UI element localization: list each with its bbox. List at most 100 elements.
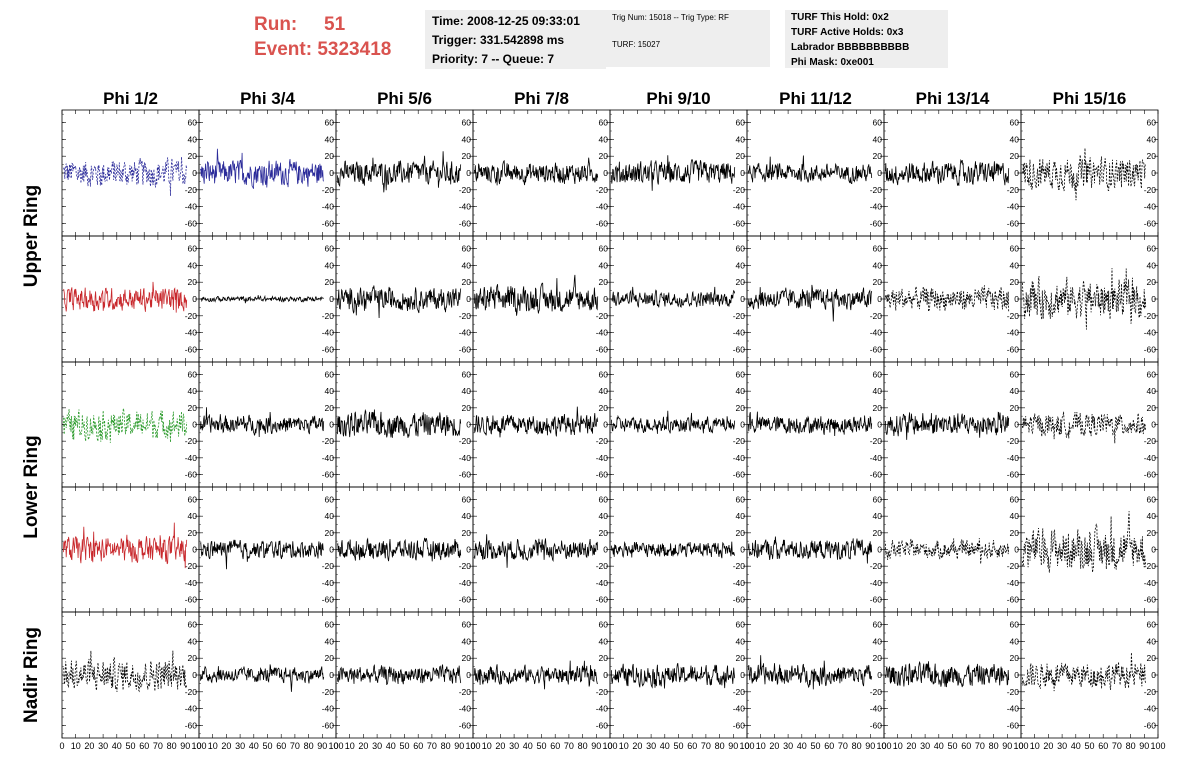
y-tick-label: -40 — [459, 328, 472, 338]
y-tick-label: 0 — [1014, 545, 1019, 555]
y-tick-label: -20 — [596, 436, 609, 446]
x-tick-label: 60 — [276, 741, 286, 751]
panel-frame — [1020, 611, 1159, 739]
y-tick-label: 40 — [1147, 260, 1157, 270]
x-tick-label: 80 — [167, 741, 177, 751]
waveform-trace — [63, 522, 188, 569]
y-tick-label: 0 — [192, 545, 197, 555]
y-tick-label: 20 — [188, 277, 198, 287]
y-tick-label: 60 — [873, 620, 883, 630]
y-tick-label: 0 — [329, 420, 334, 430]
y-tick-label: -60 — [870, 470, 883, 480]
y-tick-label: 60 — [1147, 495, 1157, 505]
column-header: Phi 3/4 — [240, 89, 295, 108]
y-tick-label: 60 — [1147, 244, 1157, 254]
y-tick-label: 20 — [325, 653, 335, 663]
y-tick-label: -20 — [459, 311, 472, 321]
x-tick-label: 100 — [1150, 741, 1165, 751]
y-tick-label: 0 — [1151, 294, 1156, 304]
y-tick-label: -60 — [596, 720, 609, 730]
x-tick-label: 60 — [1098, 741, 1108, 751]
run-label: Run: — [254, 14, 298, 35]
waveform-trace — [611, 541, 736, 559]
trig-num-box: Trig Num: 15018 -- Trig Type: RF TURF: 1… — [605, 10, 770, 67]
x-tick-label: 90 — [180, 741, 190, 751]
x-tick-label: 30 — [98, 741, 108, 751]
y-tick-label: -20 — [322, 561, 335, 571]
waveform-trace — [611, 155, 736, 191]
x-tick-label: 40 — [386, 741, 396, 751]
y-tick-label: -60 — [185, 470, 198, 480]
y-tick-label: 0 — [192, 294, 197, 304]
column-header: Phi 15/16 — [1053, 89, 1127, 108]
y-tick-label: -40 — [185, 578, 198, 588]
y-tick-label: 0 — [1151, 420, 1156, 430]
y-tick-label: 0 — [1014, 420, 1019, 430]
y-tick-label: -20 — [1144, 561, 1157, 571]
panel-frame — [335, 235, 474, 363]
waveform-trace — [885, 660, 1010, 688]
y-tick-label: 60 — [188, 495, 198, 505]
y-tick-label: -20 — [596, 687, 609, 697]
y-tick-label: 0 — [466, 545, 471, 555]
y-tick-label: -60 — [459, 344, 472, 354]
column-header: Phi 7/8 — [514, 89, 569, 108]
column-header: Phi 11/12 — [779, 89, 852, 108]
x-tick-label: 10 — [756, 741, 766, 751]
x-tick-label: 70 — [153, 741, 163, 751]
x-tick-label: 50 — [810, 741, 820, 751]
waveform-trace — [748, 655, 873, 690]
y-tick-label: 20 — [1147, 151, 1157, 161]
y-tick-label: 40 — [462, 134, 472, 144]
y-tick-label: 40 — [462, 386, 472, 396]
y-tick-label: 60 — [599, 620, 609, 630]
turf-hold-line: TURF This Hold: 0x2 — [791, 12, 889, 23]
y-tick-label: -60 — [733, 720, 746, 730]
y-tick-label: -60 — [185, 218, 198, 228]
y-tick-label: -40 — [1007, 453, 1020, 463]
x-tick-label: 0 — [1018, 741, 1023, 751]
y-tick-label: 20 — [736, 653, 746, 663]
y-tick-label: -40 — [459, 578, 472, 588]
waveform-trace — [474, 274, 599, 316]
y-tick-label: 40 — [188, 636, 198, 646]
panel-frame — [198, 109, 337, 237]
event-value: 5323418 — [317, 39, 392, 60]
waveform-trace — [1022, 148, 1146, 201]
y-tick-label: 40 — [736, 636, 746, 646]
y-tick-label: 40 — [462, 511, 472, 521]
y-tick-label: 20 — [1147, 277, 1157, 287]
waveform-trace — [63, 408, 188, 443]
y-tick-label: 60 — [599, 495, 609, 505]
x-tick-label: 90 — [591, 741, 601, 751]
x-tick-label: 0 — [59, 741, 64, 751]
y-tick-label: 60 — [325, 495, 335, 505]
y-tick-label: 20 — [736, 277, 746, 287]
y-tick-label: -40 — [1144, 328, 1157, 338]
y-tick-label: -20 — [596, 311, 609, 321]
waveform-trace — [63, 156, 188, 196]
y-tick-label: -60 — [596, 470, 609, 480]
x-tick-label: 30 — [509, 741, 519, 751]
y-tick-label: 60 — [188, 620, 198, 630]
y-tick-label: 0 — [329, 670, 334, 680]
x-tick-label: 30 — [783, 741, 793, 751]
y-tick-label: 20 — [188, 528, 198, 538]
y-tick-label: -60 — [1007, 595, 1020, 605]
y-tick-label: 20 — [188, 403, 198, 413]
y-tick-label: -20 — [322, 311, 335, 321]
waveform-trace — [337, 151, 462, 193]
x-tick-label: 10 — [619, 741, 629, 751]
y-tick-label: 60 — [1147, 118, 1157, 128]
y-tick-label: -20 — [596, 185, 609, 195]
y-tick-label: 40 — [1147, 511, 1157, 521]
y-tick-label: 20 — [325, 151, 335, 161]
y-tick-label: 40 — [873, 134, 883, 144]
y-tick-label: -40 — [322, 453, 335, 463]
x-tick-label: 20 — [769, 741, 779, 751]
y-tick-label: -20 — [1144, 311, 1157, 321]
y-tick-label: 60 — [462, 118, 472, 128]
x-tick-label: 0 — [470, 741, 475, 751]
waveform-trace — [200, 539, 324, 570]
